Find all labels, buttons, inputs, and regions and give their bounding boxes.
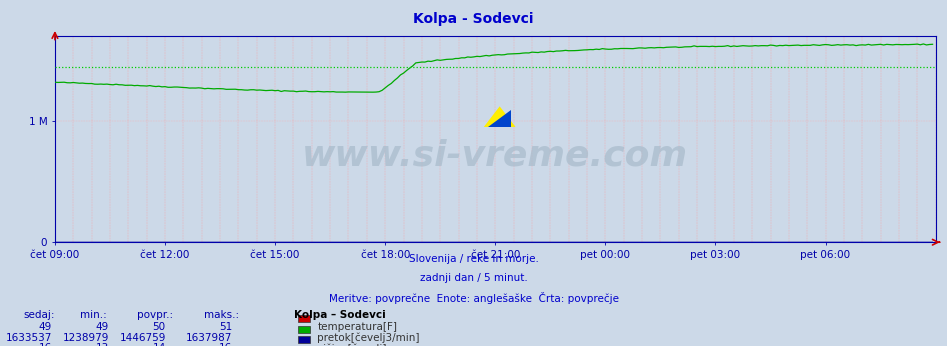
- Polygon shape: [484, 106, 515, 127]
- Text: 13: 13: [96, 343, 109, 346]
- Text: zadnji dan / 5 minut.: zadnji dan / 5 minut.: [420, 273, 527, 283]
- Text: Slovenija / reke in morje.: Slovenija / reke in morje.: [408, 254, 539, 264]
- Text: sedaj:: sedaj:: [24, 310, 55, 320]
- Text: 50: 50: [152, 322, 166, 333]
- Text: temperatura[F]: temperatura[F]: [317, 322, 397, 333]
- Text: 1637987: 1637987: [186, 333, 232, 343]
- Text: 16: 16: [219, 343, 232, 346]
- Text: 1446759: 1446759: [119, 333, 166, 343]
- Text: 49: 49: [39, 322, 52, 333]
- Text: 14: 14: [152, 343, 166, 346]
- Text: Meritve: povprečne  Enote: anglešaške  Črta: povprečje: Meritve: povprečne Enote: anglešaške Črt…: [329, 292, 618, 304]
- Text: Kolpa – Sodevci: Kolpa – Sodevci: [294, 310, 385, 320]
- Text: Kolpa - Sodevci: Kolpa - Sodevci: [413, 12, 534, 26]
- Text: www.si-vreme.com: www.si-vreme.com: [302, 139, 688, 173]
- Text: 51: 51: [219, 322, 232, 333]
- Text: min.:: min.:: [80, 310, 107, 320]
- Text: povpr.:: povpr.:: [137, 310, 173, 320]
- Text: višina[čevelj]: višina[čevelj]: [317, 343, 386, 346]
- Polygon shape: [489, 110, 511, 127]
- Text: 16: 16: [39, 343, 52, 346]
- Text: maks.:: maks.:: [204, 310, 239, 320]
- Text: 1633537: 1633537: [6, 333, 52, 343]
- Text: 49: 49: [96, 322, 109, 333]
- Text: pretok[čevelj3/min]: pretok[čevelj3/min]: [317, 333, 420, 343]
- Text: 1238979: 1238979: [63, 333, 109, 343]
